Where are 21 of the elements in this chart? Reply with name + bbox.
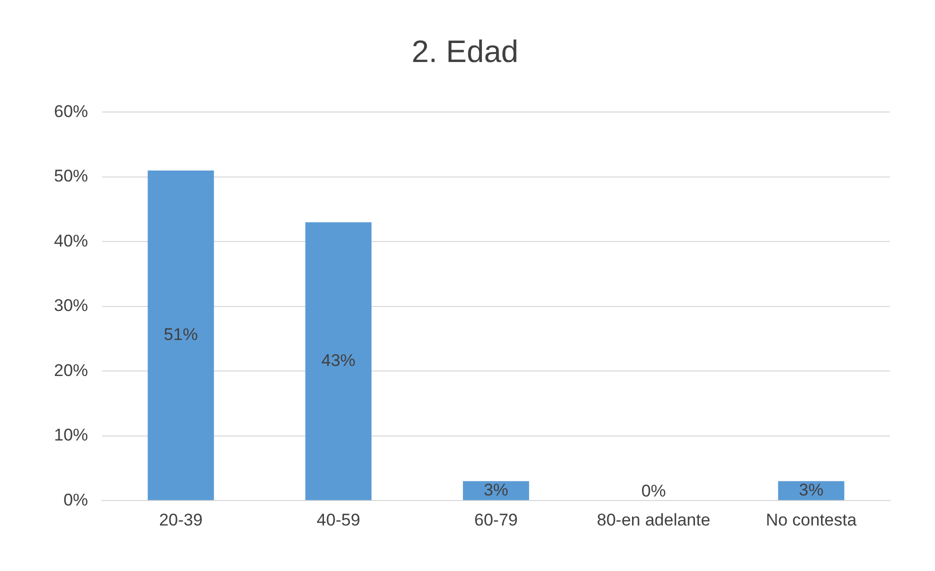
x-tick-label: 80-en adelante (596, 510, 710, 530)
x-tick-label: No contesta (766, 510, 858, 530)
y-tick-label: 30% (54, 296, 88, 316)
data-label: 3% (484, 480, 508, 500)
data-label: 43% (321, 350, 356, 370)
bar (148, 170, 214, 500)
data-label: 0% (641, 481, 666, 500)
data-label: 51% (164, 324, 198, 344)
x-tick-label: 60-79 (474, 510, 518, 530)
y-tick-label: 0% (63, 490, 88, 510)
y-tick-label: 50% (54, 166, 88, 186)
x-tick-label: 20-39 (159, 510, 203, 530)
y-tick-label: 40% (54, 231, 88, 250)
data-label: 3% (798, 480, 824, 500)
bar (778, 481, 844, 500)
bar (305, 222, 372, 500)
y-tick-label: 60% (54, 102, 88, 121)
y-tick-label: 20% (54, 360, 88, 380)
y-tick-label: 10% (54, 426, 88, 445)
x-tick-label: 40-59 (316, 510, 360, 530)
chart-title: 2. Edad (412, 34, 518, 70)
